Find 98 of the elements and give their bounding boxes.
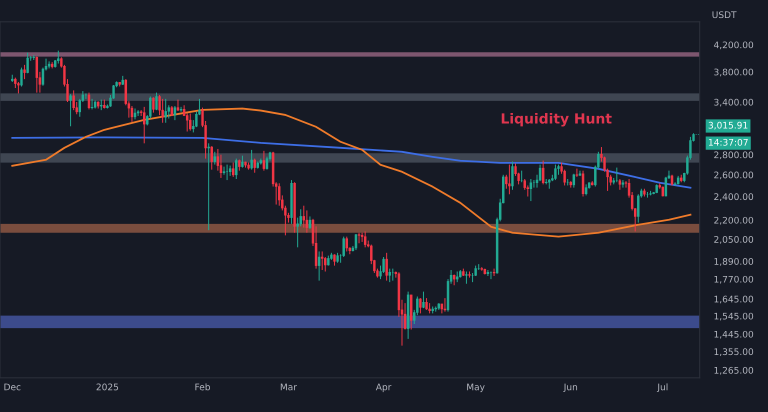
y-tick-label: 3,400.00 <box>714 98 754 107</box>
candlestick <box>444 298 446 312</box>
x-tick-label: Apr <box>376 384 392 392</box>
candlestick <box>508 164 511 195</box>
y-tick-label: 2,600.00 <box>714 172 754 180</box>
y-tick-label: 2,050.00 <box>714 236 754 244</box>
x-tick-label: Dec <box>4 384 20 390</box>
candlestick <box>670 174 674 186</box>
candlestick <box>542 160 544 185</box>
candlestick <box>306 210 308 234</box>
candlestick <box>584 184 588 196</box>
candlestick <box>554 164 557 181</box>
candlestick <box>422 291 425 309</box>
candlestick <box>253 158 256 174</box>
line-series <box>11 136 692 189</box>
y-tick-label: 2,200.00 <box>714 216 754 225</box>
x-tick-label: May <box>467 384 485 392</box>
candlestick <box>333 254 336 266</box>
candlestick <box>241 155 244 168</box>
candlestick <box>452 274 456 286</box>
y-tick-label: 1,355.00 <box>714 348 754 356</box>
candlestick <box>456 271 458 283</box>
y-tick-label: 1,545.00 <box>714 312 754 320</box>
y-tick-label: 2,400.00 <box>714 193 754 201</box>
candlestick <box>26 52 29 74</box>
candlestick <box>238 159 241 172</box>
candlestick <box>582 170 584 197</box>
candlestick <box>152 96 155 114</box>
candlestick <box>155 92 158 111</box>
candlestick <box>385 252 388 282</box>
y-tick-label: 3,800.00 <box>714 68 754 76</box>
candlestick <box>142 106 146 144</box>
candlestick <box>266 156 268 170</box>
candlestick <box>69 94 72 127</box>
candlestick <box>262 150 266 172</box>
x-tick-label: Jul <box>656 383 668 392</box>
candlestick <box>465 271 468 284</box>
candlestick <box>548 178 551 190</box>
candlestick <box>17 82 20 94</box>
x-tick-label: Jun <box>563 384 578 392</box>
candlestick <box>174 106 176 121</box>
candlestick <box>189 112 192 132</box>
candlestick <box>122 75 124 86</box>
candlestick <box>530 178 532 202</box>
candlestick <box>308 216 312 230</box>
candlestick <box>161 98 164 124</box>
y-tick-label: 1,445.00 <box>714 330 754 339</box>
candlestick <box>327 255 330 266</box>
candlestick <box>388 268 391 283</box>
candlestick <box>278 182 280 206</box>
candlestick <box>186 112 188 132</box>
candlestick <box>618 178 622 190</box>
x-tick-label: Feb <box>195 383 210 390</box>
annotation: Liquidity Hunt <box>502 112 612 126</box>
candlestick <box>57 50 60 64</box>
candlestick <box>576 168 578 178</box>
candlestick <box>572 173 576 188</box>
candlestick <box>250 149 253 170</box>
y-tick-label: 1,265.00 <box>714 366 754 375</box>
x-tick-label: Mar <box>280 384 297 390</box>
candlestick <box>346 236 348 252</box>
candlestick <box>20 67 23 88</box>
line-series <box>11 108 692 238</box>
candlestick <box>72 90 75 111</box>
candlestick <box>228 165 232 176</box>
candlestick <box>302 205 306 228</box>
candlestick <box>320 250 324 271</box>
x-tick-label: 2025 <box>96 384 118 390</box>
candlestick <box>235 158 238 180</box>
candlestick <box>336 252 339 264</box>
candlestick <box>511 161 514 190</box>
candlestick <box>232 162 234 178</box>
candlestick <box>207 142 210 231</box>
candlestick <box>36 56 38 94</box>
candlestick <box>164 98 167 124</box>
candlestick <box>23 64 26 80</box>
candlestick <box>425 298 428 310</box>
candlestick <box>170 106 174 116</box>
y-tick-label: 1,770.00 <box>714 276 754 284</box>
candlestick <box>100 99 102 111</box>
candlestick <box>210 146 213 170</box>
candlestick <box>364 230 366 248</box>
candlestick <box>176 99 180 112</box>
y-axis-title: USDT <box>712 11 737 18</box>
candlestick <box>90 98 94 110</box>
text: 14:37:07 <box>708 138 748 146</box>
annotation: 3,015.91 <box>708 122 748 130</box>
candlestick <box>354 234 358 251</box>
y-tick-label: 2,800.00 <box>714 151 754 160</box>
candlestick <box>214 151 216 166</box>
y-tick-label: 1,645.00 <box>714 296 754 304</box>
y-tick-label: 4,200.00 <box>714 41 754 50</box>
candlestick <box>318 250 320 282</box>
candlestick <box>88 92 90 110</box>
candlestick <box>419 298 422 314</box>
y-tick-label: 1,890.00 <box>714 258 754 266</box>
candlestick <box>134 108 136 120</box>
candlestick <box>358 232 360 244</box>
